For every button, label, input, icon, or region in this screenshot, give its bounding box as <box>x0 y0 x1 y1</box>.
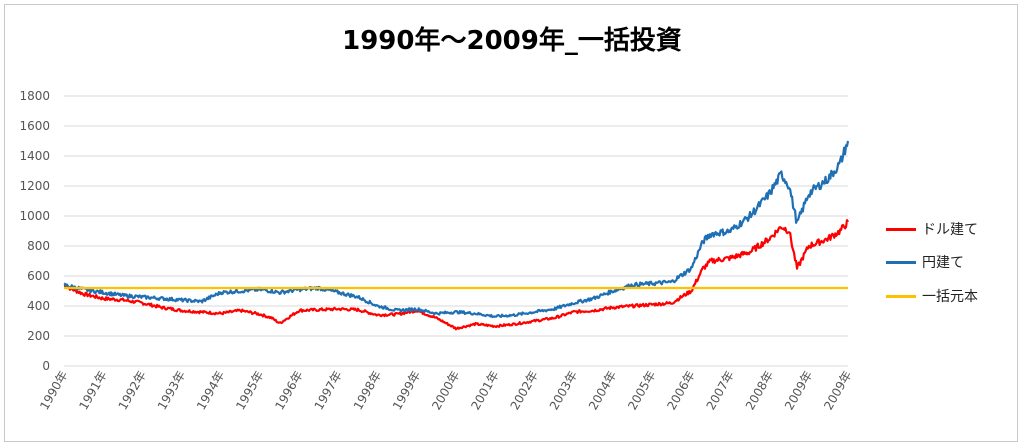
x-tick-label: 2005年 <box>625 369 658 413</box>
y-axis-ticks: 0 200 400 600 800 1000 1200 1400 1600 1800 <box>19 89 50 373</box>
x-tick-label: 1994年 <box>194 369 227 413</box>
y-tick-label: 1200 <box>19 179 50 193</box>
x-tick-label: 2006年 <box>664 369 697 413</box>
x-tick-label: 1999年 <box>390 369 423 413</box>
y-tick-label: 200 <box>27 329 50 343</box>
y-tick-label: 1600 <box>19 119 50 133</box>
y-tick-label: 1800 <box>19 89 50 103</box>
y-tick-label: 0 <box>42 359 50 373</box>
x-tick-label: 2008年 <box>743 369 776 413</box>
legend-swatch <box>886 227 916 231</box>
y-tick-label: 800 <box>27 239 50 253</box>
legend-item: 円建て <box>886 252 964 272</box>
series-line-1 <box>63 219 849 331</box>
y-tick-label: 600 <box>27 269 50 283</box>
x-tick-label: 2003年 <box>547 369 580 413</box>
x-tick-label: 2007年 <box>704 369 737 413</box>
y-tick-label: 400 <box>27 299 50 313</box>
legend-item: 一括元本 <box>886 286 978 306</box>
x-tick-label: 1992年 <box>116 369 149 413</box>
legend-label: ドル建て <box>922 222 978 238</box>
y-tick-label: 1000 <box>19 209 50 223</box>
x-tick-label: 1991年 <box>76 369 109 413</box>
chart-frame <box>4 4 1018 442</box>
y-tick-label: 1400 <box>19 149 50 163</box>
legend-swatch <box>886 260 916 264</box>
x-tick-label: 2009年 <box>782 369 815 413</box>
x-tick-label: 1996年 <box>272 369 305 413</box>
x-tick-label: 1993年 <box>155 369 188 413</box>
x-tick-label: 2002年 <box>508 369 541 413</box>
x-tick-label: 2000年 <box>429 369 462 413</box>
x-tick-label: 2004年 <box>586 369 619 413</box>
x-tick-label: 1998年 <box>351 369 384 413</box>
series-line-2 <box>63 140 850 319</box>
chart-title: 1990年～2009年_一括投資 <box>342 26 682 56</box>
x-tick-label: 1990年 <box>37 369 70 413</box>
x-axis-ticks: 1990年 1991年 1992年 1993年 1994年 1995年 1996年 1997年… <box>37 369 854 413</box>
legend-swatch <box>886 294 916 298</box>
x-tick-label: 1997年 <box>312 369 345 413</box>
x-tick-label: 2001年 <box>468 369 501 413</box>
legend-item: ドル建て <box>886 219 978 239</box>
legend-label: 一括元本 <box>922 289 978 305</box>
x-tick-label: 2009年 <box>821 369 854 413</box>
grid-lines <box>64 95 848 367</box>
legend-label: 円建て <box>922 255 964 271</box>
x-tick-label: 1995年 <box>233 369 266 413</box>
series-lines <box>63 140 850 331</box>
